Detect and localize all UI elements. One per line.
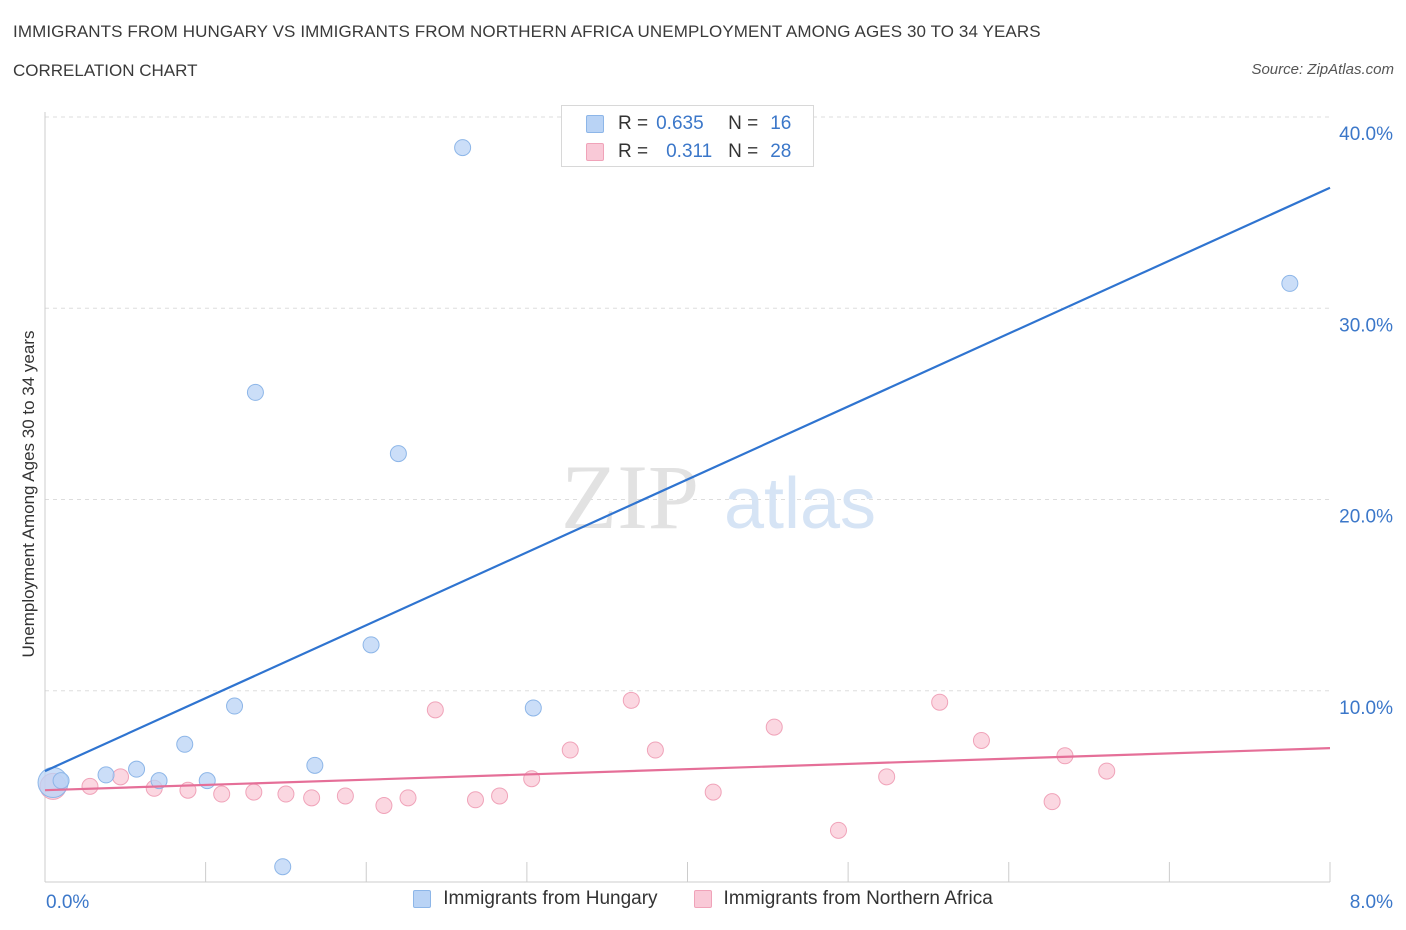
watermark-zip: ZIP xyxy=(561,446,699,548)
hungary-trend-line xyxy=(44,186,1331,773)
africa-point xyxy=(1043,793,1061,811)
y-tick-label: 40.0% xyxy=(1339,124,1393,145)
hungary-point xyxy=(389,445,407,463)
africa-point xyxy=(491,787,509,805)
stats-row-africa: R = 0.311 N = 28 xyxy=(586,140,791,164)
chart-title: IMMIGRANTS FROM HUNGARY VS IMMIGRANTS FR… xyxy=(13,22,1041,41)
hungary-point xyxy=(454,139,472,157)
africa-point xyxy=(466,791,484,809)
africa-point xyxy=(303,789,321,807)
hungary-point xyxy=(198,772,216,790)
legend-label: Immigrants from Northern Africa xyxy=(723,888,993,909)
africa-point xyxy=(277,785,295,803)
africa-point xyxy=(646,741,664,759)
hungary-point xyxy=(176,735,194,753)
hungary-point xyxy=(246,383,264,401)
x-tick-label: 0.0% xyxy=(46,892,89,913)
r-value: 0.311 xyxy=(666,141,713,162)
africa-point xyxy=(111,768,129,786)
r-value: 0.635 xyxy=(656,113,704,134)
hungary-point xyxy=(128,760,146,778)
trend-layer xyxy=(44,186,1331,792)
hungary-legend-swatch xyxy=(413,890,432,908)
africa-point xyxy=(561,741,579,759)
africa-point xyxy=(336,787,354,805)
tick-labels: 10.0% 20.0% 30.0% 40.0% 0.0% 8.0% xyxy=(46,124,1393,913)
x-tick-label: 8.0% xyxy=(1350,892,1393,913)
source-label: Source: ZipAtlas.com xyxy=(1251,61,1394,78)
africa-point xyxy=(426,701,444,719)
legend-item-northern-africa[interactable]: Immigrants from Northern Africa xyxy=(693,888,993,910)
africa-point xyxy=(829,821,847,839)
hungary-point xyxy=(306,756,324,774)
grid-layer xyxy=(45,116,1330,692)
africa-point xyxy=(704,783,722,801)
hungary-point xyxy=(226,697,244,715)
africa-point xyxy=(972,731,990,749)
hungary-point xyxy=(274,858,292,876)
africa-point xyxy=(1098,762,1116,780)
africa-trend-line xyxy=(44,747,1331,792)
africa-point xyxy=(245,783,263,801)
legend-label: Immigrants from Hungary xyxy=(443,888,658,909)
bottom-legend: Immigrants from Hungary Immigrants from … xyxy=(0,888,1406,910)
y-tick-label: 20.0% xyxy=(1339,507,1393,528)
n-value: 16 xyxy=(770,113,792,134)
hungary-point xyxy=(97,766,115,784)
hungary-point xyxy=(150,772,168,790)
axis-layer xyxy=(44,112,1331,883)
hungary-point xyxy=(524,699,542,717)
africa-swatch xyxy=(586,143,604,161)
africa-point xyxy=(765,718,783,736)
r-label: R = xyxy=(618,113,649,134)
hungary-point xyxy=(1281,274,1299,292)
hungary-swatch xyxy=(586,115,604,133)
africa-point xyxy=(375,797,393,814)
n-label: N = xyxy=(728,113,759,134)
chart-subtitle: CORRELATION CHART xyxy=(13,61,198,80)
legend-item-hungary[interactable]: Immigrants from Hungary xyxy=(413,888,658,910)
africa-point xyxy=(878,768,896,786)
africa-point xyxy=(931,693,949,711)
n-label: N = xyxy=(728,141,759,162)
series-hungary xyxy=(37,139,1299,876)
n-value: 28 xyxy=(770,141,792,162)
hungary-point xyxy=(362,636,380,654)
hungary-point xyxy=(52,772,70,790)
y-axis-title: Unemployment Among Ages 30 to 34 years xyxy=(19,331,38,658)
stats-row-hungary: R = 0.635 N = 16 xyxy=(586,112,791,136)
africa-point xyxy=(622,691,640,709)
africa-point xyxy=(81,777,99,795)
africa-point xyxy=(213,785,231,803)
series-northern-africa xyxy=(39,691,1116,839)
watermark-atlas: atlas xyxy=(724,464,876,544)
africa-legend-swatch xyxy=(693,890,712,908)
y-tick-label: 10.0% xyxy=(1339,698,1393,719)
y-tick-label: 30.0% xyxy=(1339,315,1393,336)
stats-legend: R = 0.635 N = 16 R = 0.311 N = 28 xyxy=(561,105,814,167)
watermark: ZIP atlas xyxy=(561,446,876,548)
africa-point xyxy=(399,789,417,807)
r-label: R = xyxy=(618,141,649,162)
